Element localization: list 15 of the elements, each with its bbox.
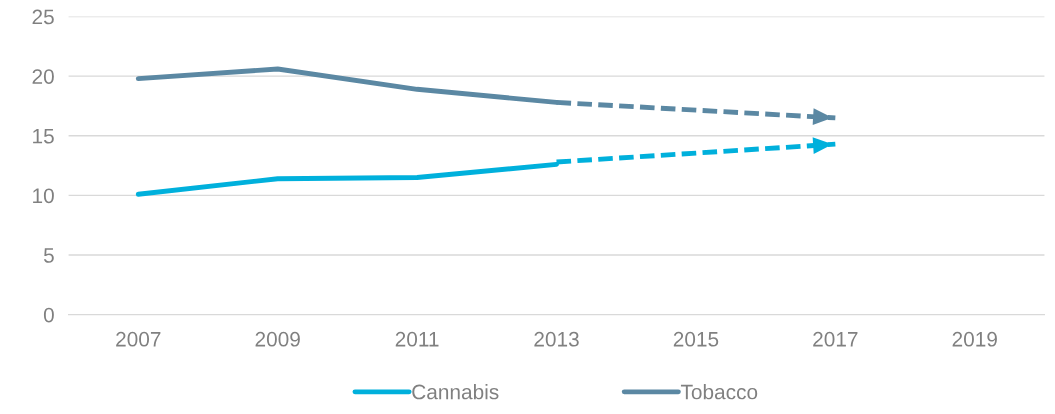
y-tick-label: 0	[43, 307, 54, 323]
x-tick-label: 2017	[813, 331, 858, 347]
y-tick-label: 10	[33, 188, 54, 204]
y-tick-label: 20	[32, 69, 54, 84]
x-tick-label: 2019	[952, 331, 997, 347]
x-tick-label: 2011	[395, 331, 439, 347]
legend-label: Cannabis	[412, 384, 499, 400]
x-tick-label: 2007	[116, 331, 161, 347]
legend-label: Tobacco	[680, 384, 758, 400]
x-tick-label: 2009	[255, 331, 300, 347]
x-tick-label: 2015	[673, 331, 719, 347]
y-tick-label: 5	[43, 248, 54, 263]
y-tick-label: 25	[32, 9, 54, 25]
x-tick-label: 2013	[534, 331, 579, 347]
y-tick-label: 15	[33, 129, 54, 144]
